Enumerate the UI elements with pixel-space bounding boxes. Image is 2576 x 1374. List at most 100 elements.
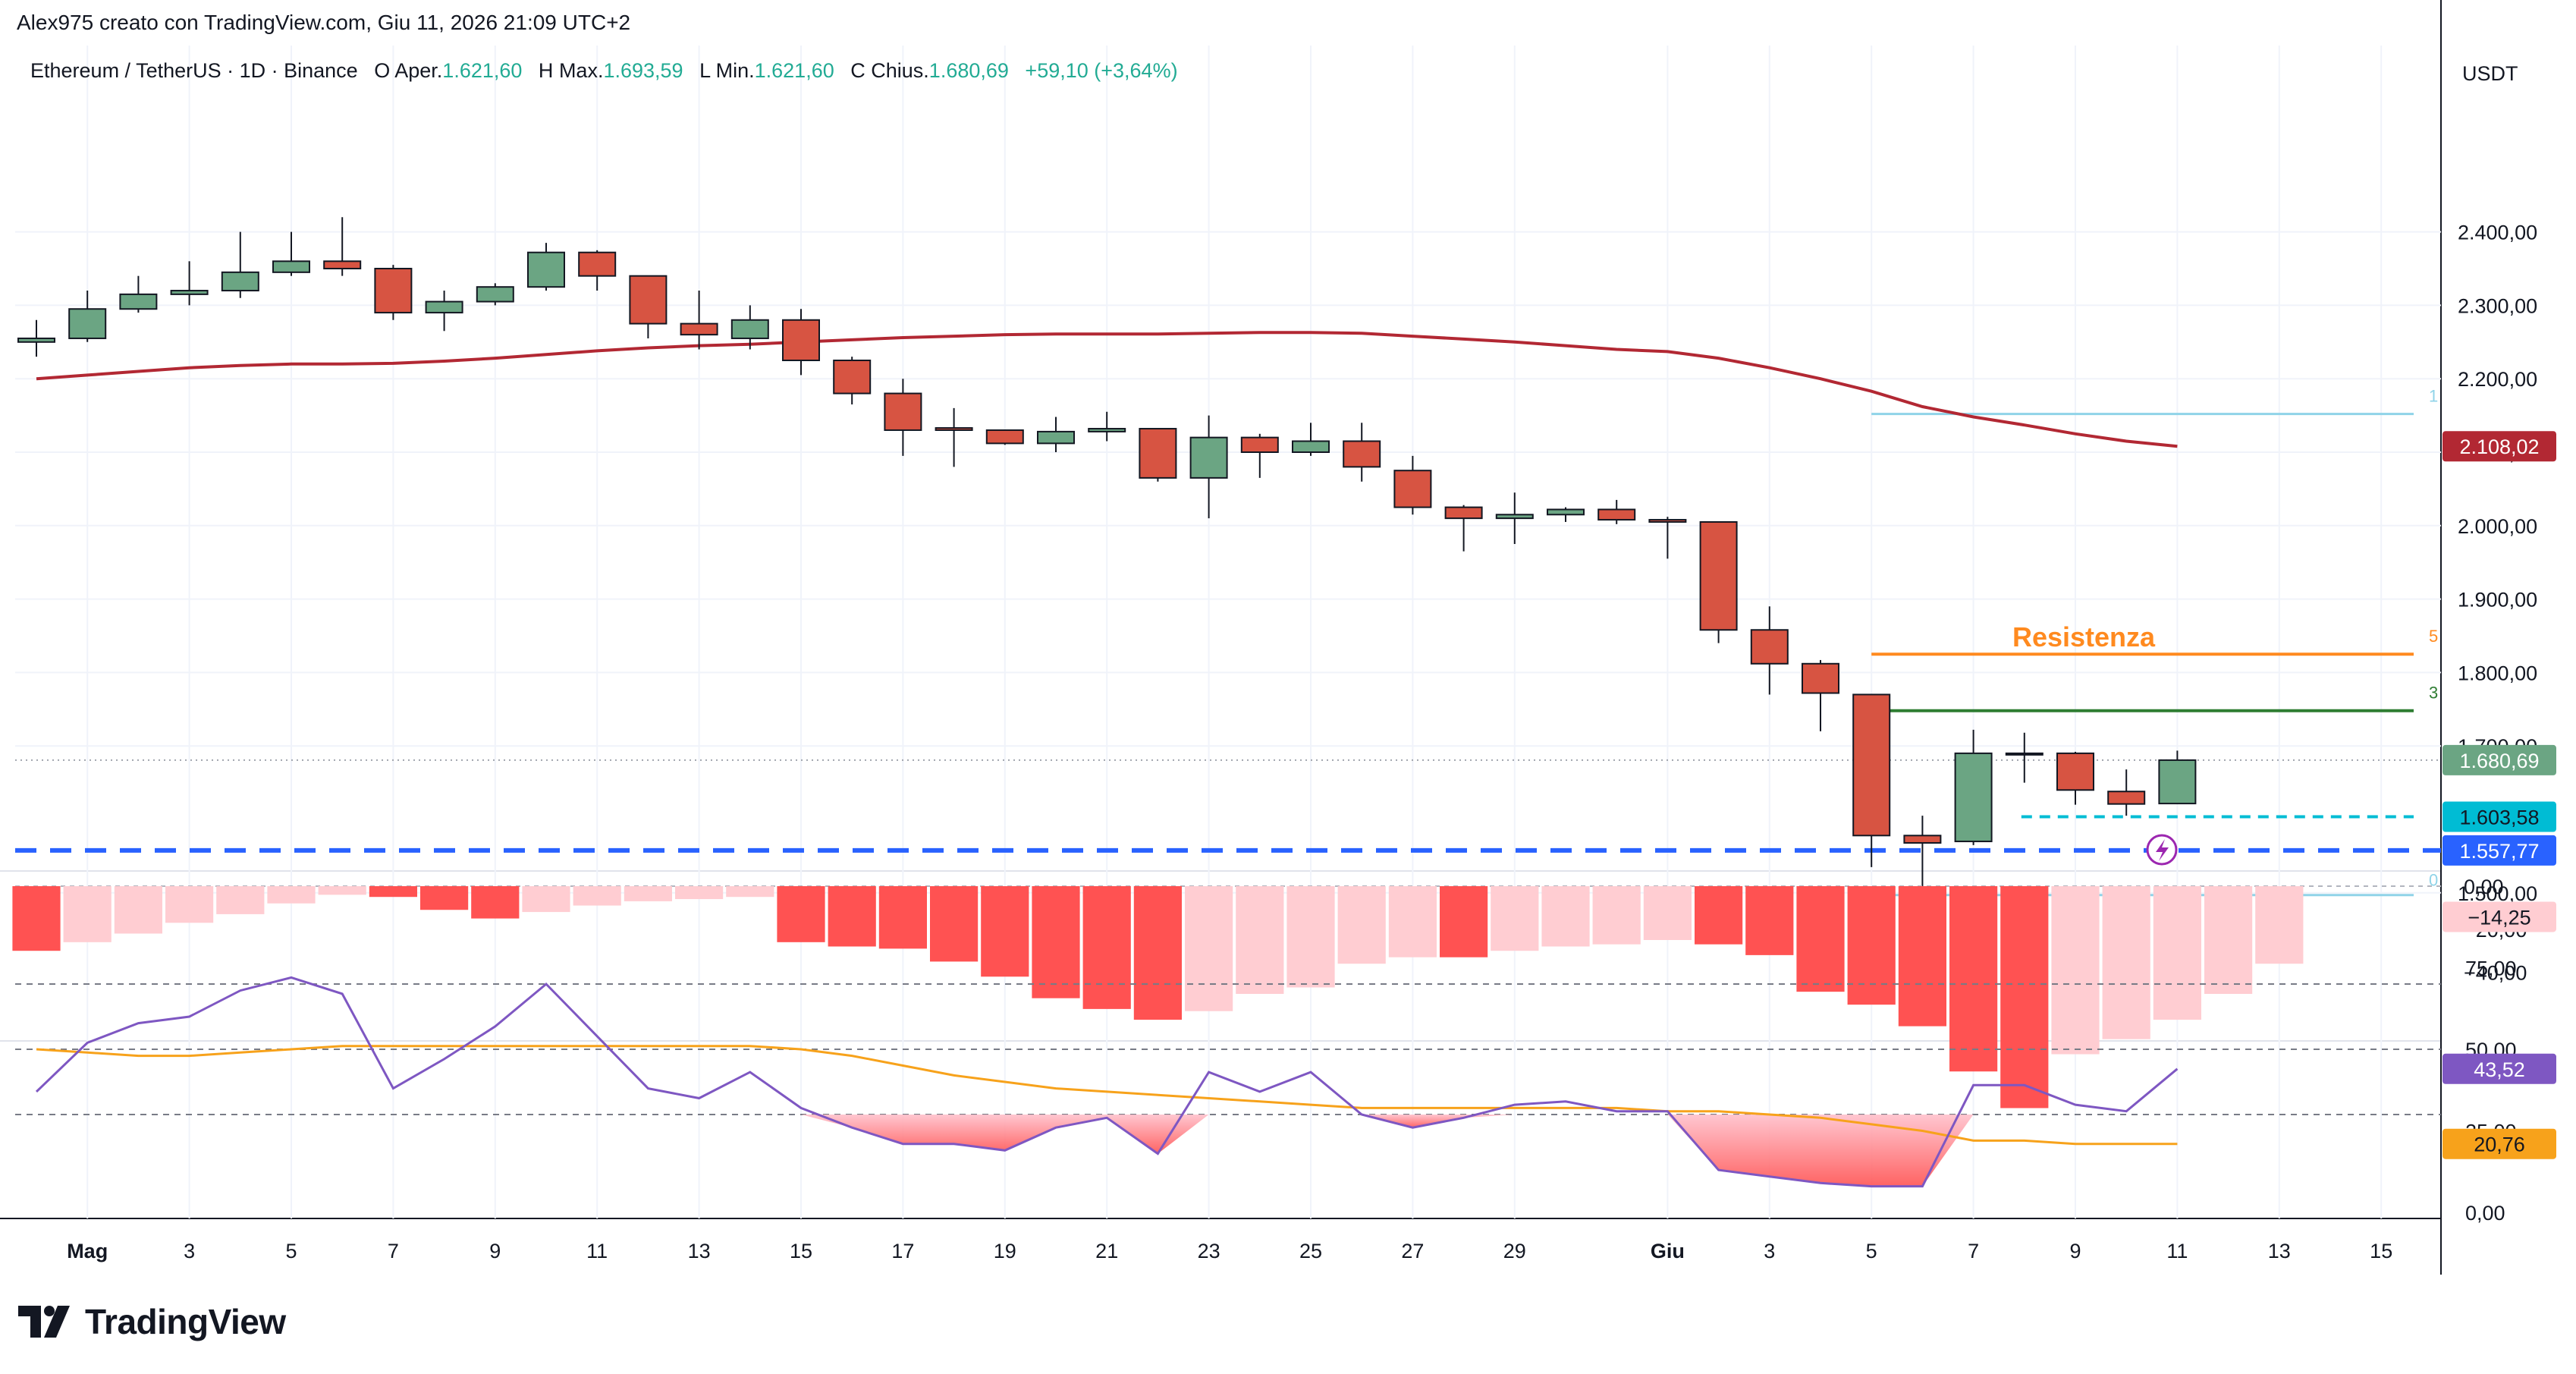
price-tick-label: 2.000,00 (2458, 515, 2537, 538)
hist-bar (1898, 886, 1946, 1027)
candle (935, 407, 973, 467)
candle-body (221, 271, 259, 292)
candle-body (1648, 519, 1687, 523)
last-price-badge-text: 1.680,69 (2459, 750, 2539, 772)
price-tick-label: 2.200,00 (2458, 368, 2537, 391)
tradingview-logo[interactable]: TradingView (18, 1301, 286, 1342)
x-tick-label: 9 (489, 1240, 501, 1262)
candle (1088, 411, 1126, 442)
candle (1037, 417, 1075, 452)
ma-value-badge-text: 2.108,02 (2459, 435, 2539, 458)
candle (2107, 769, 2146, 816)
hist-bar (1032, 886, 1080, 998)
time-axis[interactable]: Mag 3 5 7 9 11 13 15 17 19 21 23 25 27 29 Giu 3 5 7 9 11 13 15 (67, 1240, 2392, 1262)
x-tick-label: 29 (1503, 1240, 1526, 1262)
cyan-level-badge-bg (2442, 801, 2556, 832)
hist-bar (1541, 886, 1590, 947)
candle-body (1699, 520, 1738, 631)
candle (1802, 659, 1839, 731)
price-tick-label: 2.400,00 (2458, 222, 2537, 244)
candle (323, 217, 362, 276)
rsi-tick-label: 0,00 (2465, 1202, 2505, 1225)
candle-body (2005, 752, 2044, 756)
low-value: 1.621,60 (754, 59, 834, 82)
x-tick-label: 15 (790, 1240, 812, 1262)
price-tick-label: 2.300,00 (2458, 294, 2537, 317)
price-axis[interactable]: 2.400,002.300,002.200,002.100,002.000,00… (2458, 62, 2537, 1225)
candle (2056, 751, 2094, 805)
candle (985, 429, 1024, 445)
lightning-icon (2146, 834, 2178, 866)
x-tick-label: 25 (1299, 1240, 1322, 1262)
hist-bar (165, 886, 214, 923)
candle (1547, 507, 1585, 522)
candle (1597, 499, 1636, 524)
candle (1292, 423, 1330, 456)
resistance-label: Resistenza (2012, 621, 2156, 652)
hist-tick-label: 0,00 (2464, 876, 2504, 898)
candle-body (1343, 440, 1381, 468)
candle (1852, 693, 1891, 867)
x-tick-label: 5 (285, 1240, 297, 1262)
hist-bar (1440, 886, 1488, 957)
candle-body (1903, 835, 1942, 844)
open-value: 1.621,60 (442, 59, 523, 82)
oscillator-histogram (12, 885, 2441, 1108)
candle-body (1852, 693, 1891, 837)
hist-tick-label: −40,00 (2464, 962, 2527, 985)
candle-body (985, 429, 1024, 445)
candle-body (68, 308, 107, 339)
candle (68, 291, 107, 342)
hist-bar (318, 886, 366, 895)
ma-value-badge-bg (2442, 431, 2556, 462)
rsi-ma-value-badge: 20,76 (2442, 1128, 2556, 1159)
edge-label: 5 (2429, 627, 2438, 646)
candle-body (119, 293, 158, 310)
x-tick-label: Giu (1651, 1240, 1685, 1262)
currency-label: USDT (2462, 62, 2518, 85)
x-tick-label: 3 (1764, 1240, 1775, 1262)
hist-value-badge-text: −14,25 (2468, 906, 2530, 929)
candle (1444, 505, 1483, 552)
hist-bar (1185, 886, 1233, 1011)
rsi-ma-line (36, 1045, 2178, 1146)
candle-body (374, 268, 413, 314)
hist-bar (420, 886, 469, 910)
open-name: Aper. (394, 59, 443, 82)
candle-body (1037, 430, 1075, 445)
candle (1648, 517, 1687, 559)
edge-label: 1 (2429, 387, 2438, 406)
open-label: O (374, 59, 391, 82)
x-tick-label: 27 (1401, 1240, 1424, 1262)
x-tick-label: 21 (1095, 1240, 1118, 1262)
price-badges: 2.108,02 1.680,69 1.603,58 1.557,77 −14,25 43… (2442, 431, 2556, 1159)
candle (119, 275, 158, 313)
high-label: H (538, 59, 554, 82)
x-tick-label: 7 (388, 1240, 399, 1262)
symbol-name[interactable]: Ethereum / TetherUS · 1D · Binance (30, 59, 358, 82)
candle-body (1597, 508, 1636, 521)
candle-body (1393, 470, 1432, 508)
candle-body (1292, 440, 1330, 453)
candle-body (833, 360, 872, 395)
rsi-line (35, 976, 2179, 1188)
hist-bar (63, 886, 112, 942)
x-tick-label: 9 (2069, 1240, 2081, 1262)
candle-body (1750, 629, 1789, 665)
candle-body (272, 260, 310, 273)
price-tick-label: 1.900,00 (2458, 589, 2537, 612)
candle (476, 283, 514, 306)
edge-label: 0 (2429, 871, 2438, 890)
rsi-ma-value-badge-bg (2442, 1128, 2556, 1159)
candle (1954, 729, 1993, 845)
blue-level-badge: 1.557,77 (2442, 835, 2556, 866)
candle (170, 261, 209, 306)
lightning-icon-bolt (2156, 839, 2169, 861)
brand-name: TradingView (85, 1302, 286, 1341)
hist-bar (522, 886, 570, 913)
hist-value-badge-bg (2442, 901, 2556, 932)
last-price-badge: 1.680,69 (2442, 744, 2556, 775)
candle (1240, 433, 1279, 478)
hist-bar (777, 886, 825, 942)
